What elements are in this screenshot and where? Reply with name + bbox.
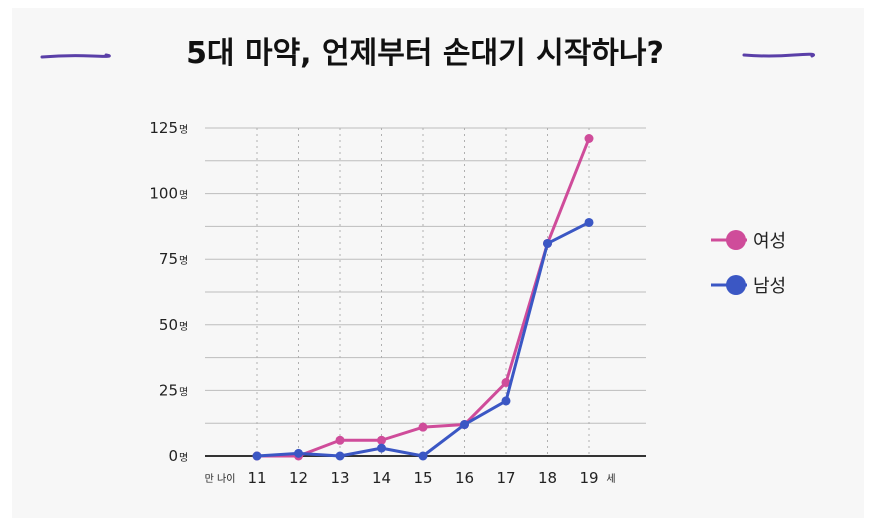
- data-point: [294, 448, 303, 458]
- data-point: [501, 378, 511, 388]
- title-deco-right: [742, 52, 815, 58]
- chart-card: 5대 마약, 언제부터 손대기 시작하나? 0 명 25 명 50 명 75 명 100 명 125…: [12, 8, 864, 518]
- legend-marker: [726, 230, 746, 250]
- data-point: [377, 435, 386, 445]
- x-tick-label: 18: [538, 469, 557, 487]
- y-tick-unit: 명: [179, 321, 188, 333]
- legend-marker: [726, 275, 746, 295]
- title-group: 5대 마약, 언제부터 손대기 시작하나?: [40, 36, 815, 71]
- data-point: [335, 435, 345, 445]
- y-tick-unit: 명: [179, 255, 188, 267]
- y-tick-label: 75: [159, 250, 178, 268]
- x-tick-label: 17: [496, 469, 515, 487]
- x-tick-label: 19: [579, 469, 598, 487]
- legend-label: 남성: [753, 276, 786, 297]
- y-tick-label: 25: [159, 381, 178, 399]
- y-tick-unit: 명: [179, 452, 188, 464]
- y-tick-label: 50: [159, 316, 178, 334]
- data-point: [418, 451, 428, 461]
- y-tick-unit: 명: [179, 386, 188, 398]
- x-tick-label: 14: [372, 469, 391, 487]
- x-axis-suffix: 세: [606, 473, 615, 485]
- grid: [205, 127, 646, 456]
- data-point: [584, 217, 594, 227]
- data-point: [460, 420, 469, 430]
- data-point: [501, 396, 511, 406]
- x-tick-label: 11: [247, 469, 266, 487]
- legend-label: 여성: [753, 231, 786, 252]
- chart-title: 5대 마약, 언제부터 손대기 시작하나?: [186, 36, 664, 71]
- x-tick-label: 15: [413, 469, 432, 487]
- x-axis-prefix: 만 나이: [205, 473, 236, 485]
- data-point: [543, 238, 552, 248]
- y-tick-label: 125: [149, 119, 178, 137]
- x-tick-label: 13: [330, 469, 349, 487]
- data-point: [377, 443, 386, 453]
- series-lines: [252, 133, 594, 461]
- y-tick-unit: 명: [179, 124, 188, 136]
- title-deco-left: [40, 53, 111, 59]
- data-point: [252, 451, 262, 461]
- data-point: [418, 422, 428, 432]
- y-tick-label: 0: [168, 447, 178, 465]
- data-point: [335, 451, 345, 461]
- data-point: [584, 133, 594, 143]
- x-tick-label: 12: [289, 469, 308, 487]
- y-tick-unit: 명: [179, 190, 188, 202]
- y-tick-label: 100: [149, 185, 178, 203]
- x-tick-label: 16: [455, 469, 474, 487]
